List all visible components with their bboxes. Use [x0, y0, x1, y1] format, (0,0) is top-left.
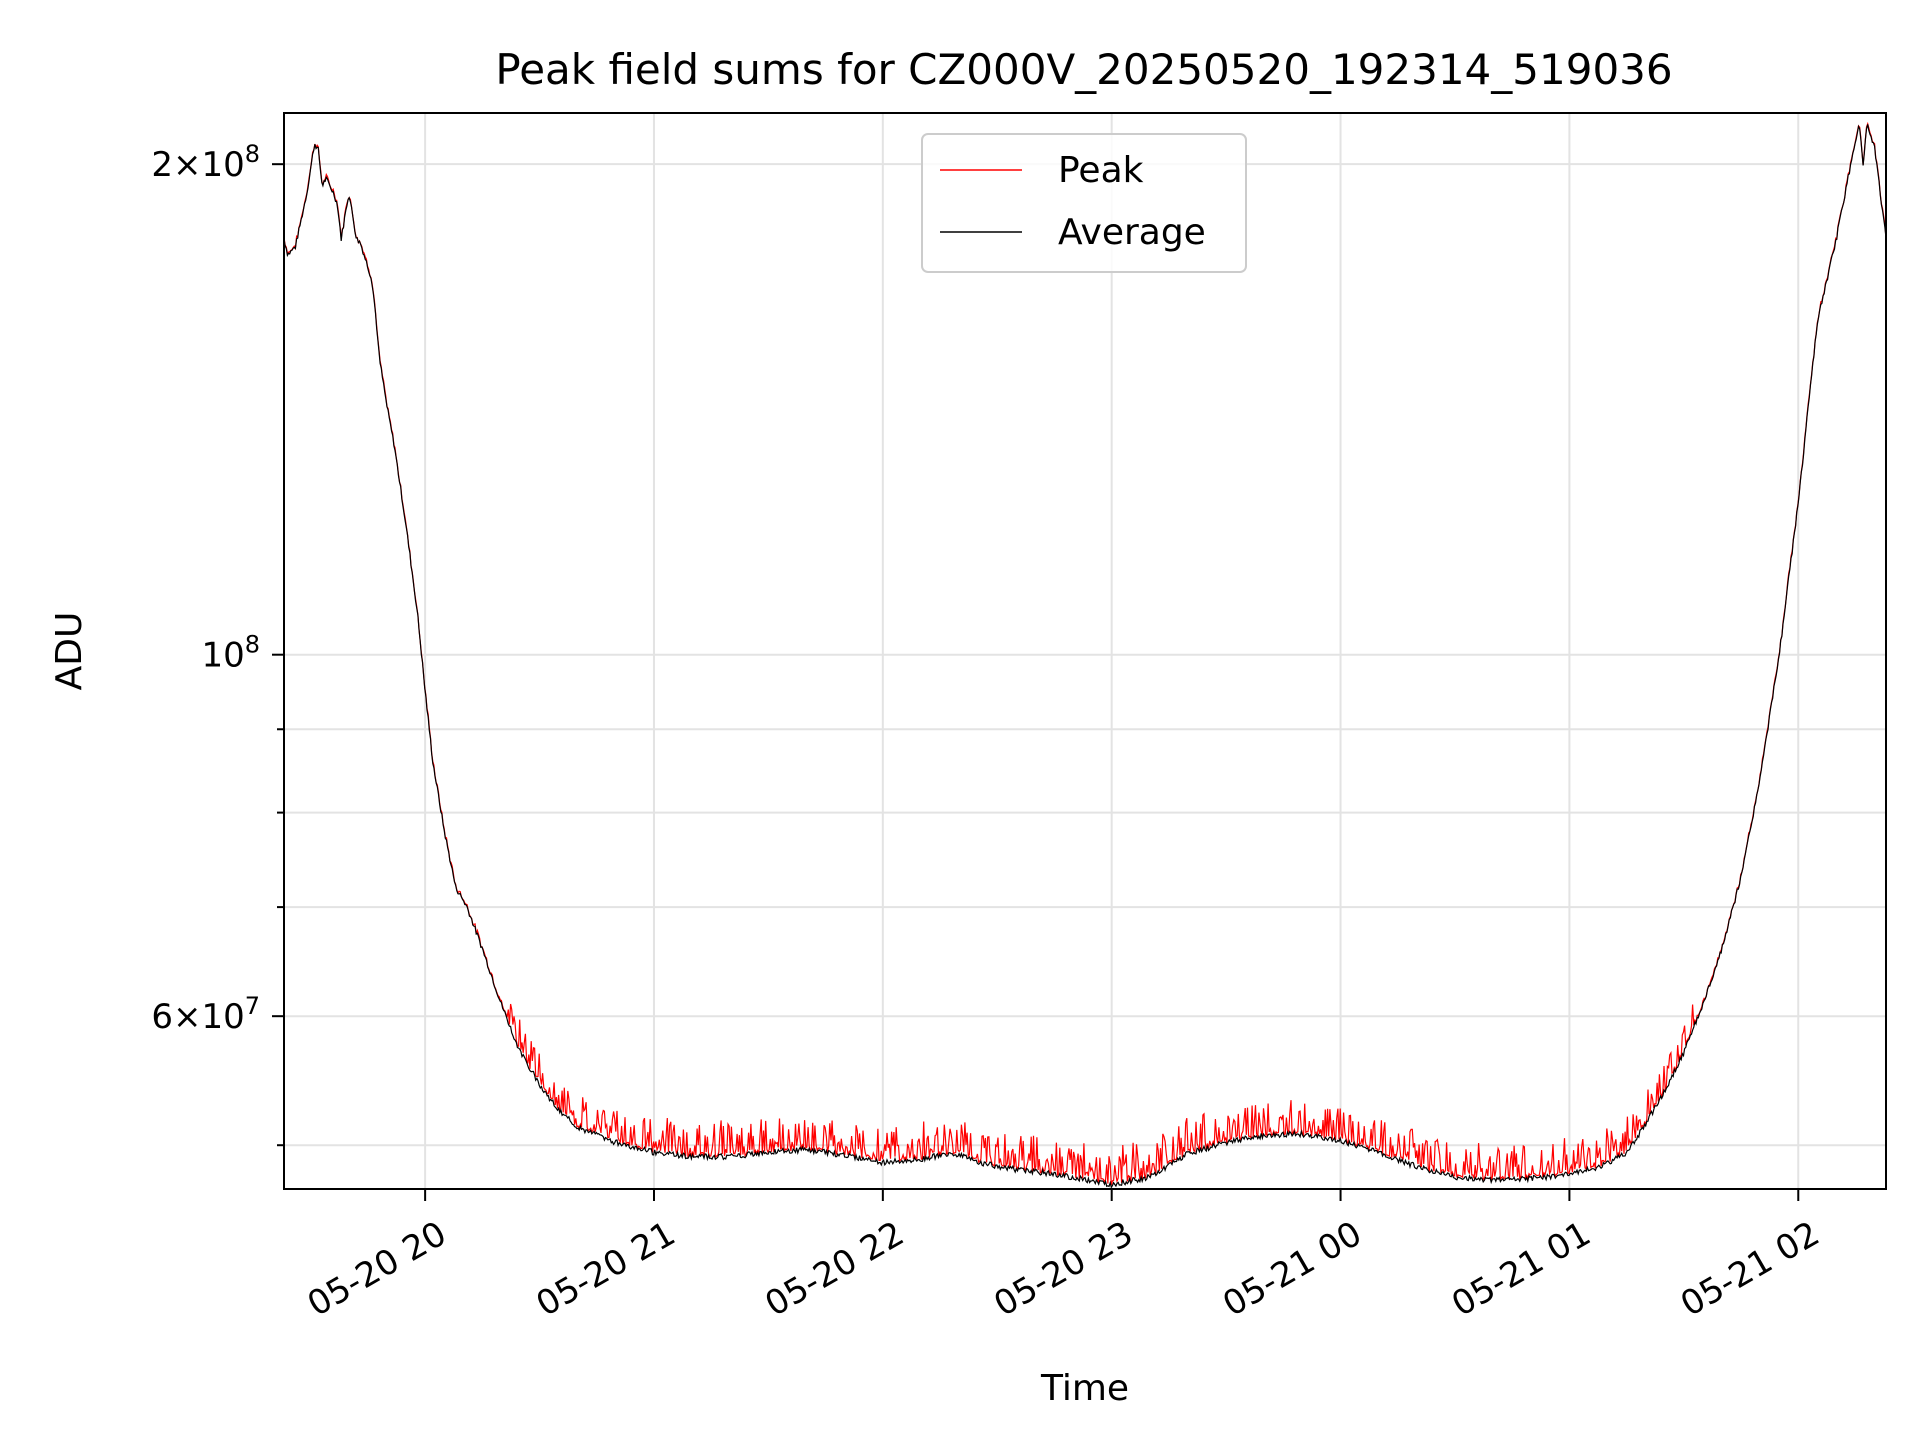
y-tick-label: 108 — [201, 631, 260, 676]
legend-label-peak: Peak — [1058, 150, 1144, 191]
series-lines — [283, 121, 1887, 1189]
y-axis-label: ADU — [49, 612, 90, 691]
legend-box — [921, 133, 1247, 273]
y-axis-ticks: 2×108 108 6×107 — [151, 140, 284, 1147]
legend-label-average: Average — [1058, 212, 1206, 253]
series-line-average — [283, 124, 1887, 1189]
y-tick-label: 6×107 — [151, 992, 260, 1037]
x-axis-label: Time — [1040, 1368, 1129, 1409]
plot-area-background — [284, 113, 1886, 1189]
plot-area-frame — [283, 112, 1887, 1190]
y-tick-label: 2×108 — [151, 140, 260, 185]
grid — [284, 113, 1886, 1189]
chart-title: Peak field sums for CZ000V_20250520_1923… — [495, 45, 1672, 94]
series-line-peak — [283, 121, 1887, 1186]
legend: Peak Average — [921, 133, 1247, 273]
